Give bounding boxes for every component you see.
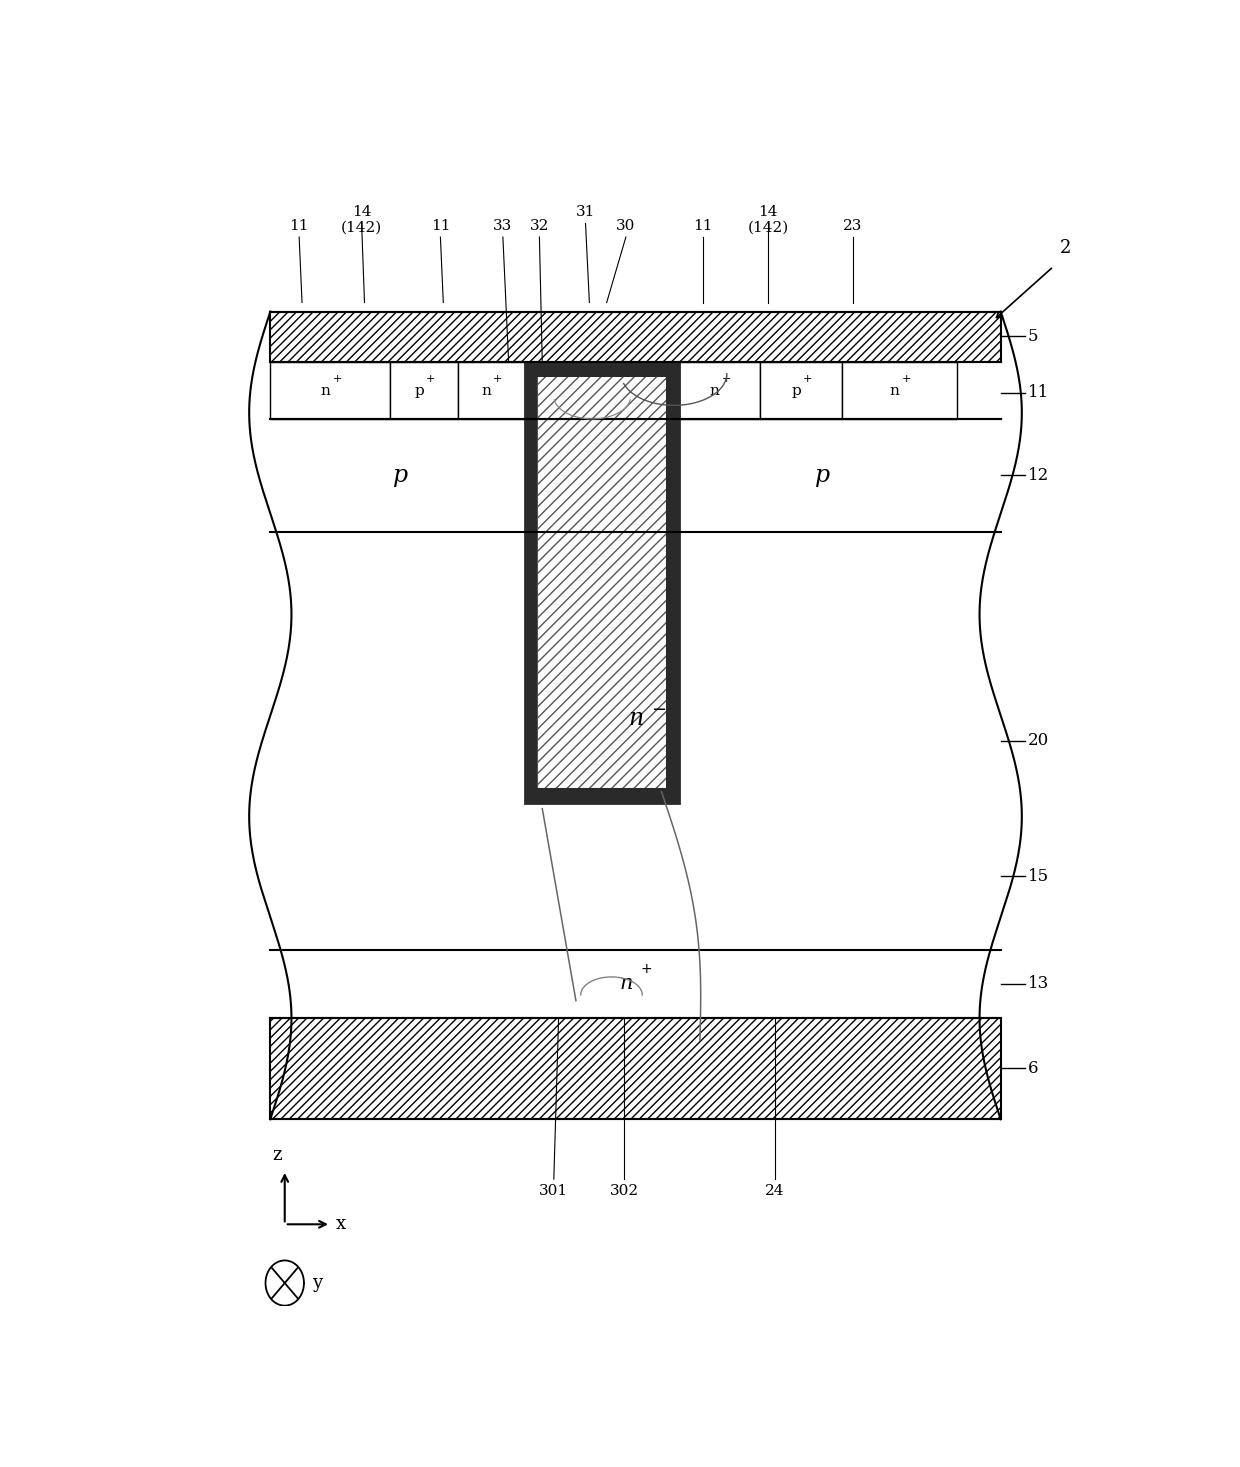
Text: 11: 11	[289, 219, 309, 233]
Text: p: p	[816, 464, 831, 487]
Text: 302: 302	[609, 1184, 639, 1197]
Text: +: +	[901, 374, 911, 384]
Text: z: z	[273, 1146, 281, 1165]
Bar	[270, 362, 391, 420]
Text: 301: 301	[539, 1184, 568, 1197]
Text: 24: 24	[765, 1184, 785, 1197]
Text: p: p	[393, 464, 408, 487]
Text: n: n	[619, 974, 632, 993]
Text: n: n	[890, 384, 900, 398]
Text: 6: 6	[1028, 1061, 1038, 1077]
Text: y: y	[311, 1273, 321, 1292]
Bar	[678, 362, 760, 420]
Text: 33: 33	[494, 219, 512, 233]
Bar	[525, 362, 678, 377]
Text: +: +	[804, 374, 812, 384]
Text: 11: 11	[693, 219, 713, 233]
Bar	[537, 362, 666, 788]
Text: +: +	[722, 374, 730, 384]
Text: 11: 11	[430, 219, 450, 233]
Text: n: n	[320, 384, 330, 398]
Text: (142): (142)	[341, 220, 382, 235]
Text: n: n	[709, 384, 719, 398]
Bar	[458, 362, 525, 420]
Bar	[525, 362, 678, 802]
Bar	[525, 788, 678, 802]
Text: 12: 12	[1028, 467, 1049, 484]
Text: +: +	[332, 374, 342, 384]
Text: −: −	[651, 701, 666, 719]
Text: 20: 20	[1028, 732, 1049, 750]
Text: 11: 11	[1028, 384, 1049, 402]
Text: 30: 30	[616, 219, 636, 233]
Bar	[842, 362, 957, 420]
Text: 2: 2	[1060, 239, 1071, 257]
Text: p: p	[791, 384, 801, 398]
Text: 32: 32	[529, 219, 549, 233]
Bar	[270, 311, 1001, 362]
Text: (142): (142)	[748, 220, 789, 235]
Text: 13: 13	[1028, 976, 1049, 992]
Bar	[270, 1018, 1001, 1119]
Text: p: p	[414, 384, 424, 398]
Text: n: n	[627, 707, 644, 729]
Bar	[391, 362, 458, 420]
Text: 14: 14	[352, 205, 371, 219]
Text: 31: 31	[575, 205, 595, 219]
Text: 23: 23	[843, 219, 862, 233]
Text: x: x	[336, 1215, 346, 1234]
Text: n: n	[481, 384, 491, 398]
Bar	[525, 362, 537, 802]
Bar	[666, 362, 678, 802]
Text: 5: 5	[1028, 329, 1038, 345]
Text: 15: 15	[1028, 868, 1049, 885]
Bar	[760, 362, 842, 420]
Text: +: +	[494, 374, 502, 384]
Text: +: +	[640, 962, 652, 976]
Bar	[525, 362, 678, 802]
Text: 14: 14	[759, 205, 777, 219]
Text: +: +	[427, 374, 435, 384]
